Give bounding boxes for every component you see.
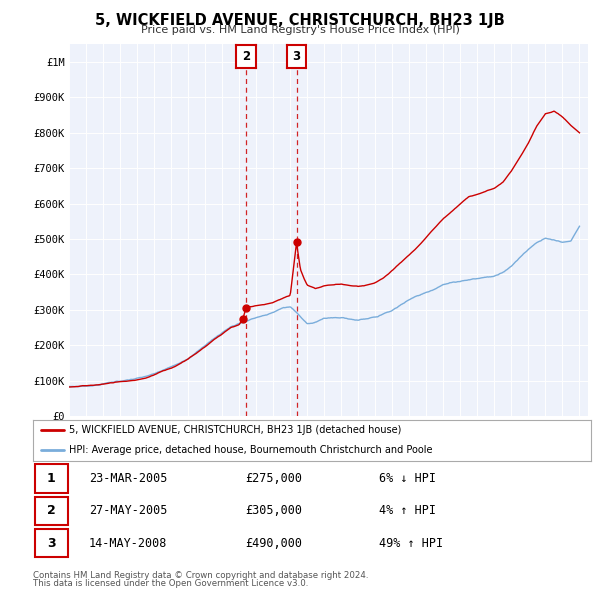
Text: 27-MAY-2005: 27-MAY-2005 — [89, 504, 167, 517]
Text: 1: 1 — [47, 472, 56, 485]
Text: 3: 3 — [292, 50, 301, 63]
Text: Contains HM Land Registry data © Crown copyright and database right 2024.: Contains HM Land Registry data © Crown c… — [33, 571, 368, 579]
Text: £490,000: £490,000 — [245, 537, 302, 550]
FancyBboxPatch shape — [35, 529, 68, 558]
Text: 5, WICKFIELD AVENUE, CHRISTCHURCH, BH23 1JB (detached house): 5, WICKFIELD AVENUE, CHRISTCHURCH, BH23 … — [69, 425, 401, 435]
Text: 2: 2 — [242, 50, 250, 63]
Text: This data is licensed under the Open Government Licence v3.0.: This data is licensed under the Open Gov… — [33, 579, 308, 588]
Text: Price paid vs. HM Land Registry's House Price Index (HPI): Price paid vs. HM Land Registry's House … — [140, 25, 460, 35]
Text: HPI: Average price, detached house, Bournemouth Christchurch and Poole: HPI: Average price, detached house, Bour… — [69, 445, 433, 455]
Text: 23-MAR-2005: 23-MAR-2005 — [89, 472, 167, 485]
Text: 49% ↑ HPI: 49% ↑ HPI — [379, 537, 443, 550]
Text: 14-MAY-2008: 14-MAY-2008 — [89, 537, 167, 550]
Text: 4% ↑ HPI: 4% ↑ HPI — [379, 504, 436, 517]
Text: 5, WICKFIELD AVENUE, CHRISTCHURCH, BH23 1JB: 5, WICKFIELD AVENUE, CHRISTCHURCH, BH23 … — [95, 13, 505, 28]
Text: 6% ↓ HPI: 6% ↓ HPI — [379, 472, 436, 485]
Text: 3: 3 — [47, 537, 56, 550]
Text: £305,000: £305,000 — [245, 504, 302, 517]
FancyBboxPatch shape — [35, 464, 68, 493]
Text: £275,000: £275,000 — [245, 472, 302, 485]
FancyBboxPatch shape — [35, 497, 68, 525]
Text: 2: 2 — [47, 504, 56, 517]
